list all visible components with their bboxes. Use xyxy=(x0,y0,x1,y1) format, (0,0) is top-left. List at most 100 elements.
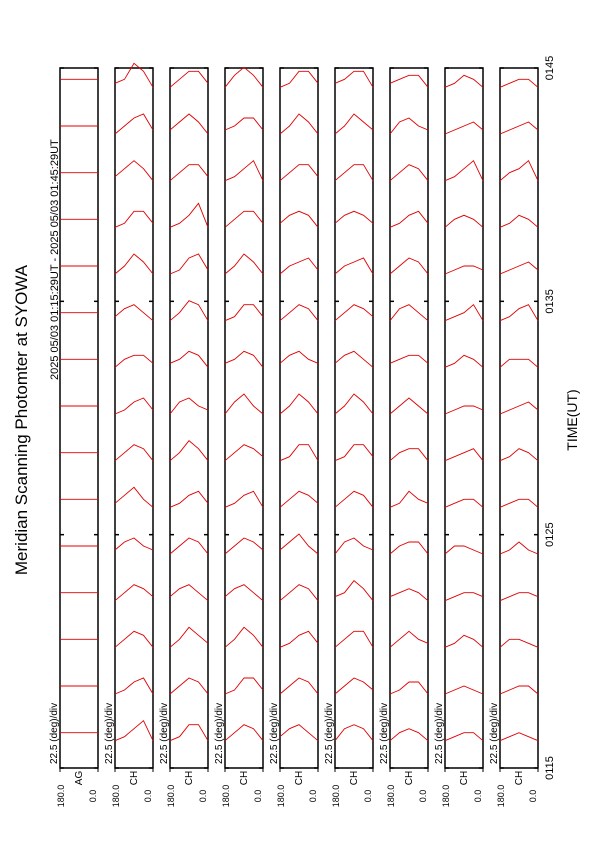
scan-profile xyxy=(224,677,264,695)
scan-profile xyxy=(444,732,484,742)
scan-profile xyxy=(334,113,374,135)
scan-profile xyxy=(114,444,154,462)
scan-profile xyxy=(499,685,539,695)
scan-profile xyxy=(279,70,319,88)
scan-profile xyxy=(389,630,429,648)
scan-profile xyxy=(279,257,319,275)
scan-profile xyxy=(279,584,319,602)
scan-profile xyxy=(169,113,209,135)
scan-profile xyxy=(279,490,319,508)
scan-profile xyxy=(169,724,209,742)
channel-label: CH xyxy=(129,771,140,785)
scan-profile xyxy=(114,253,154,275)
scan-profile xyxy=(279,533,319,555)
scan-profile xyxy=(279,113,319,135)
scan-profile xyxy=(444,354,484,368)
channel-label: AG xyxy=(74,771,85,786)
scale-label: 22.5 (deg)/div xyxy=(434,703,445,764)
scan-profile xyxy=(334,304,374,322)
scan-profile xyxy=(169,626,209,648)
scan-profile xyxy=(169,202,209,228)
scan-profile xyxy=(334,724,374,741)
scale-label: 22.5 (deg)/div xyxy=(324,703,335,764)
scan-profile xyxy=(114,486,154,508)
scan-profile xyxy=(279,724,319,742)
scan-profile xyxy=(444,685,484,695)
scan-profile xyxy=(224,584,264,602)
scan-profile xyxy=(169,300,209,322)
scan-profile xyxy=(169,490,209,508)
panel-frame xyxy=(59,67,99,769)
scan-profile xyxy=(389,257,429,275)
scan-profile xyxy=(499,448,539,462)
scan-profile xyxy=(389,728,429,742)
scan-profile xyxy=(279,350,319,364)
scan-profile xyxy=(224,626,264,648)
scan-profile xyxy=(389,490,429,508)
scan-profile xyxy=(444,214,484,228)
y-tick-label: 0.0 xyxy=(363,790,373,803)
scan-profile xyxy=(334,580,374,601)
scan-profile xyxy=(169,397,209,415)
y-tick-label: 180.0 xyxy=(56,785,66,808)
y-tick-label: 180.0 xyxy=(276,785,286,808)
scan-profile xyxy=(389,304,429,322)
scan-profile xyxy=(279,304,319,322)
y-tick-label: 0.0 xyxy=(418,790,428,803)
panel-frame xyxy=(499,67,539,769)
channel-label: CH xyxy=(294,771,305,785)
scan-profile xyxy=(224,350,264,368)
x-tick-label: 0145 xyxy=(544,56,556,80)
scan-profile xyxy=(169,677,209,695)
scan-profile xyxy=(224,304,264,322)
scan-profile xyxy=(389,588,429,602)
scan-profile xyxy=(334,490,374,508)
x-axis-label: TIME(UT) xyxy=(564,389,580,450)
y-tick-label: 0.0 xyxy=(308,790,318,803)
scan-profile xyxy=(499,541,539,555)
scan-profile xyxy=(334,210,374,224)
scan-profile xyxy=(279,677,319,695)
scan-profile xyxy=(224,444,264,462)
scan-profile xyxy=(499,358,539,368)
scan-profile xyxy=(334,677,374,695)
scan-profile xyxy=(114,210,154,228)
scan-profile xyxy=(114,630,154,648)
scan-profile xyxy=(224,537,264,555)
scan-profile xyxy=(334,164,374,182)
panel-frame xyxy=(444,67,484,769)
scan-profile xyxy=(334,350,374,368)
y-tick-label: 180.0 xyxy=(441,785,451,808)
scan-profile xyxy=(444,74,484,88)
channel-label: CH xyxy=(184,771,195,785)
scan-profile xyxy=(444,448,484,462)
scan-profile xyxy=(444,545,484,555)
x-tick-label: 0135 xyxy=(544,289,556,313)
scan-profile xyxy=(444,265,484,275)
scan-profile xyxy=(169,253,209,275)
scan-profile xyxy=(114,160,154,181)
scan-profile xyxy=(499,401,539,415)
scale-label: 22.5 (deg)/div xyxy=(214,703,225,764)
scan-profile xyxy=(114,719,154,742)
channel-label: CH xyxy=(239,771,250,785)
scan-profile xyxy=(389,681,429,695)
chart-title: Meridian Scanning Photomter at SYOWA xyxy=(12,264,31,575)
scan-profile xyxy=(114,354,154,368)
scan-profile xyxy=(389,74,429,88)
scan-profile xyxy=(114,537,154,551)
panel-frame xyxy=(169,67,209,769)
scan-profile xyxy=(499,121,539,135)
scan-profile xyxy=(499,214,539,228)
scan-profile xyxy=(279,630,319,648)
panel-frame xyxy=(224,67,264,769)
scan-profile xyxy=(114,584,154,602)
scan-profile xyxy=(224,66,264,88)
scan-profile xyxy=(279,164,319,182)
scan-profile xyxy=(444,634,484,648)
channel-label: CH xyxy=(514,771,525,785)
scan-profile xyxy=(169,70,209,88)
channel-label: CH xyxy=(349,771,360,785)
